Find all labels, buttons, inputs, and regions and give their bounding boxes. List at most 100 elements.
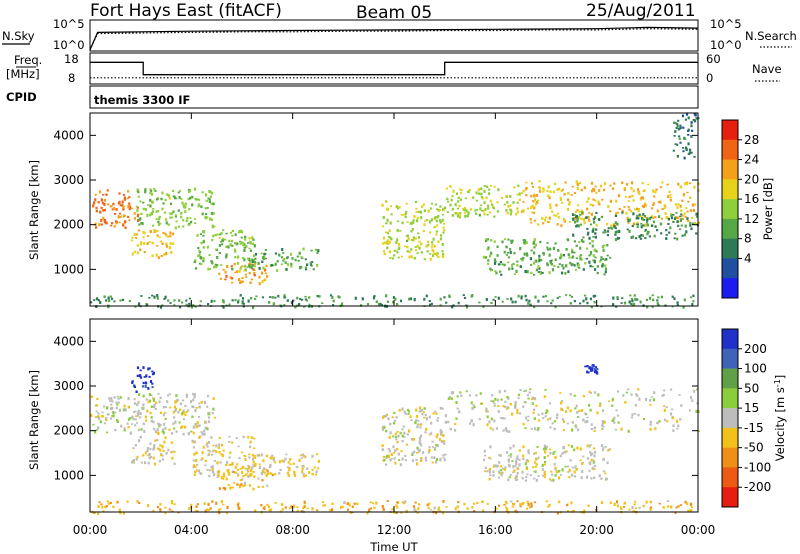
- power-cell: [579, 223, 582, 226]
- velocity-cell: [211, 412, 214, 415]
- power-cell: [146, 213, 149, 217]
- velocity-cell: [198, 416, 201, 418]
- velocity-cell: [589, 392, 592, 394]
- power-cell: [443, 222, 446, 225]
- power-cell: [255, 295, 258, 298]
- nsky-line: [89, 26, 699, 51]
- velocity-cell: [494, 397, 497, 401]
- power-cell: [482, 255, 485, 259]
- power-cell: [632, 302, 636, 306]
- velocity-cell: [483, 449, 486, 453]
- power-cell: [677, 127, 680, 131]
- power-cell: [693, 185, 696, 189]
- power-cell: [409, 297, 413, 301]
- power-cell: [618, 194, 621, 198]
- power-cell: [150, 189, 153, 193]
- power-cell: [452, 304, 455, 306]
- velocity-cell: [155, 401, 158, 405]
- velocity-cell: [525, 507, 529, 510]
- power-cell: [151, 241, 154, 245]
- power-cell: [286, 299, 289, 302]
- power-cell: [588, 236, 591, 240]
- velocity-cell: [404, 459, 407, 461]
- power-cell: [674, 232, 677, 235]
- velocity-cell: [248, 456, 251, 459]
- velocity-cell: [252, 460, 255, 464]
- power-cell: [552, 190, 556, 194]
- power-cell: [250, 278, 254, 281]
- velocity-cell: [257, 477, 260, 480]
- power-cell: [628, 300, 631, 303]
- power-cell: [582, 240, 585, 243]
- power-cell: [285, 268, 288, 271]
- velocity-cell: [200, 431, 203, 433]
- power-cell: [591, 240, 594, 243]
- velocity-cell: [207, 411, 210, 414]
- velocity-cell: [251, 467, 254, 470]
- power-cell: [187, 188, 191, 192]
- power-cell: [167, 235, 170, 238]
- power-cell: [152, 224, 155, 227]
- power-cell: [193, 218, 197, 220]
- power-cell: [103, 208, 106, 212]
- power-cell: [640, 215, 643, 218]
- power-cell: [690, 124, 693, 128]
- velocity-cell: [410, 419, 413, 422]
- velocity-cell: [174, 408, 177, 412]
- power-cell: [252, 268, 255, 271]
- x-tick-label: 00:00: [681, 523, 716, 537]
- velocity-cell: [181, 412, 184, 415]
- velocity-cell: [458, 410, 461, 414]
- velocity-cell: [449, 427, 452, 431]
- velocity-cell: [576, 446, 579, 450]
- power-cell: [284, 296, 287, 299]
- power-cell: [485, 256, 488, 259]
- velocity-cell: [511, 506, 514, 508]
- velocity-cell: [581, 470, 584, 473]
- power-cell: [442, 252, 445, 256]
- power-cell: [616, 231, 619, 234]
- power-cell: [174, 214, 178, 217]
- power-cell: [405, 211, 408, 214]
- velocity-cell: [593, 429, 596, 433]
- power-cell: [580, 217, 583, 220]
- power-cell: [585, 297, 588, 301]
- velocity-cell: [592, 459, 595, 462]
- power-cell: [483, 212, 486, 216]
- velocity-cell: [507, 454, 510, 457]
- velocity-cell: [203, 432, 206, 436]
- velocity-cell: [649, 427, 652, 431]
- power-cell: [454, 203, 457, 207]
- velocity-cell: [266, 503, 269, 506]
- velocity-cell: [421, 408, 424, 412]
- velocity-cell: [170, 500, 173, 503]
- power-cell: [169, 235, 172, 238]
- velocity-cell: [527, 397, 530, 400]
- power-cell: [584, 262, 587, 265]
- power-cell: [470, 295, 473, 298]
- power-cell: [198, 249, 201, 252]
- velocity-cell: [613, 421, 616, 424]
- power-cell: [304, 295, 307, 298]
- velocity-cell: [341, 505, 344, 508]
- power-cell: [680, 224, 683, 227]
- power-cell: [103, 295, 106, 298]
- velocity-cell: [206, 445, 209, 448]
- velocity-cell: [524, 462, 527, 466]
- velocity-cell: [688, 409, 692, 412]
- velocity-cell: [537, 427, 540, 431]
- power-cell: [410, 248, 413, 251]
- power-cell: [254, 257, 257, 260]
- velocity-cell: [281, 459, 284, 463]
- power-cell: [671, 295, 674, 298]
- velocity-cell: [470, 401, 473, 405]
- power-cell: [689, 221, 692, 225]
- power-cell: [492, 206, 495, 210]
- power-cell: [546, 263, 549, 267]
- velocity-cell: [598, 404, 602, 407]
- velocity-cell: [391, 416, 394, 419]
- velocity-cell: [149, 442, 152, 445]
- velocity-cell: [565, 450, 568, 453]
- velocity-cell: [101, 505, 104, 509]
